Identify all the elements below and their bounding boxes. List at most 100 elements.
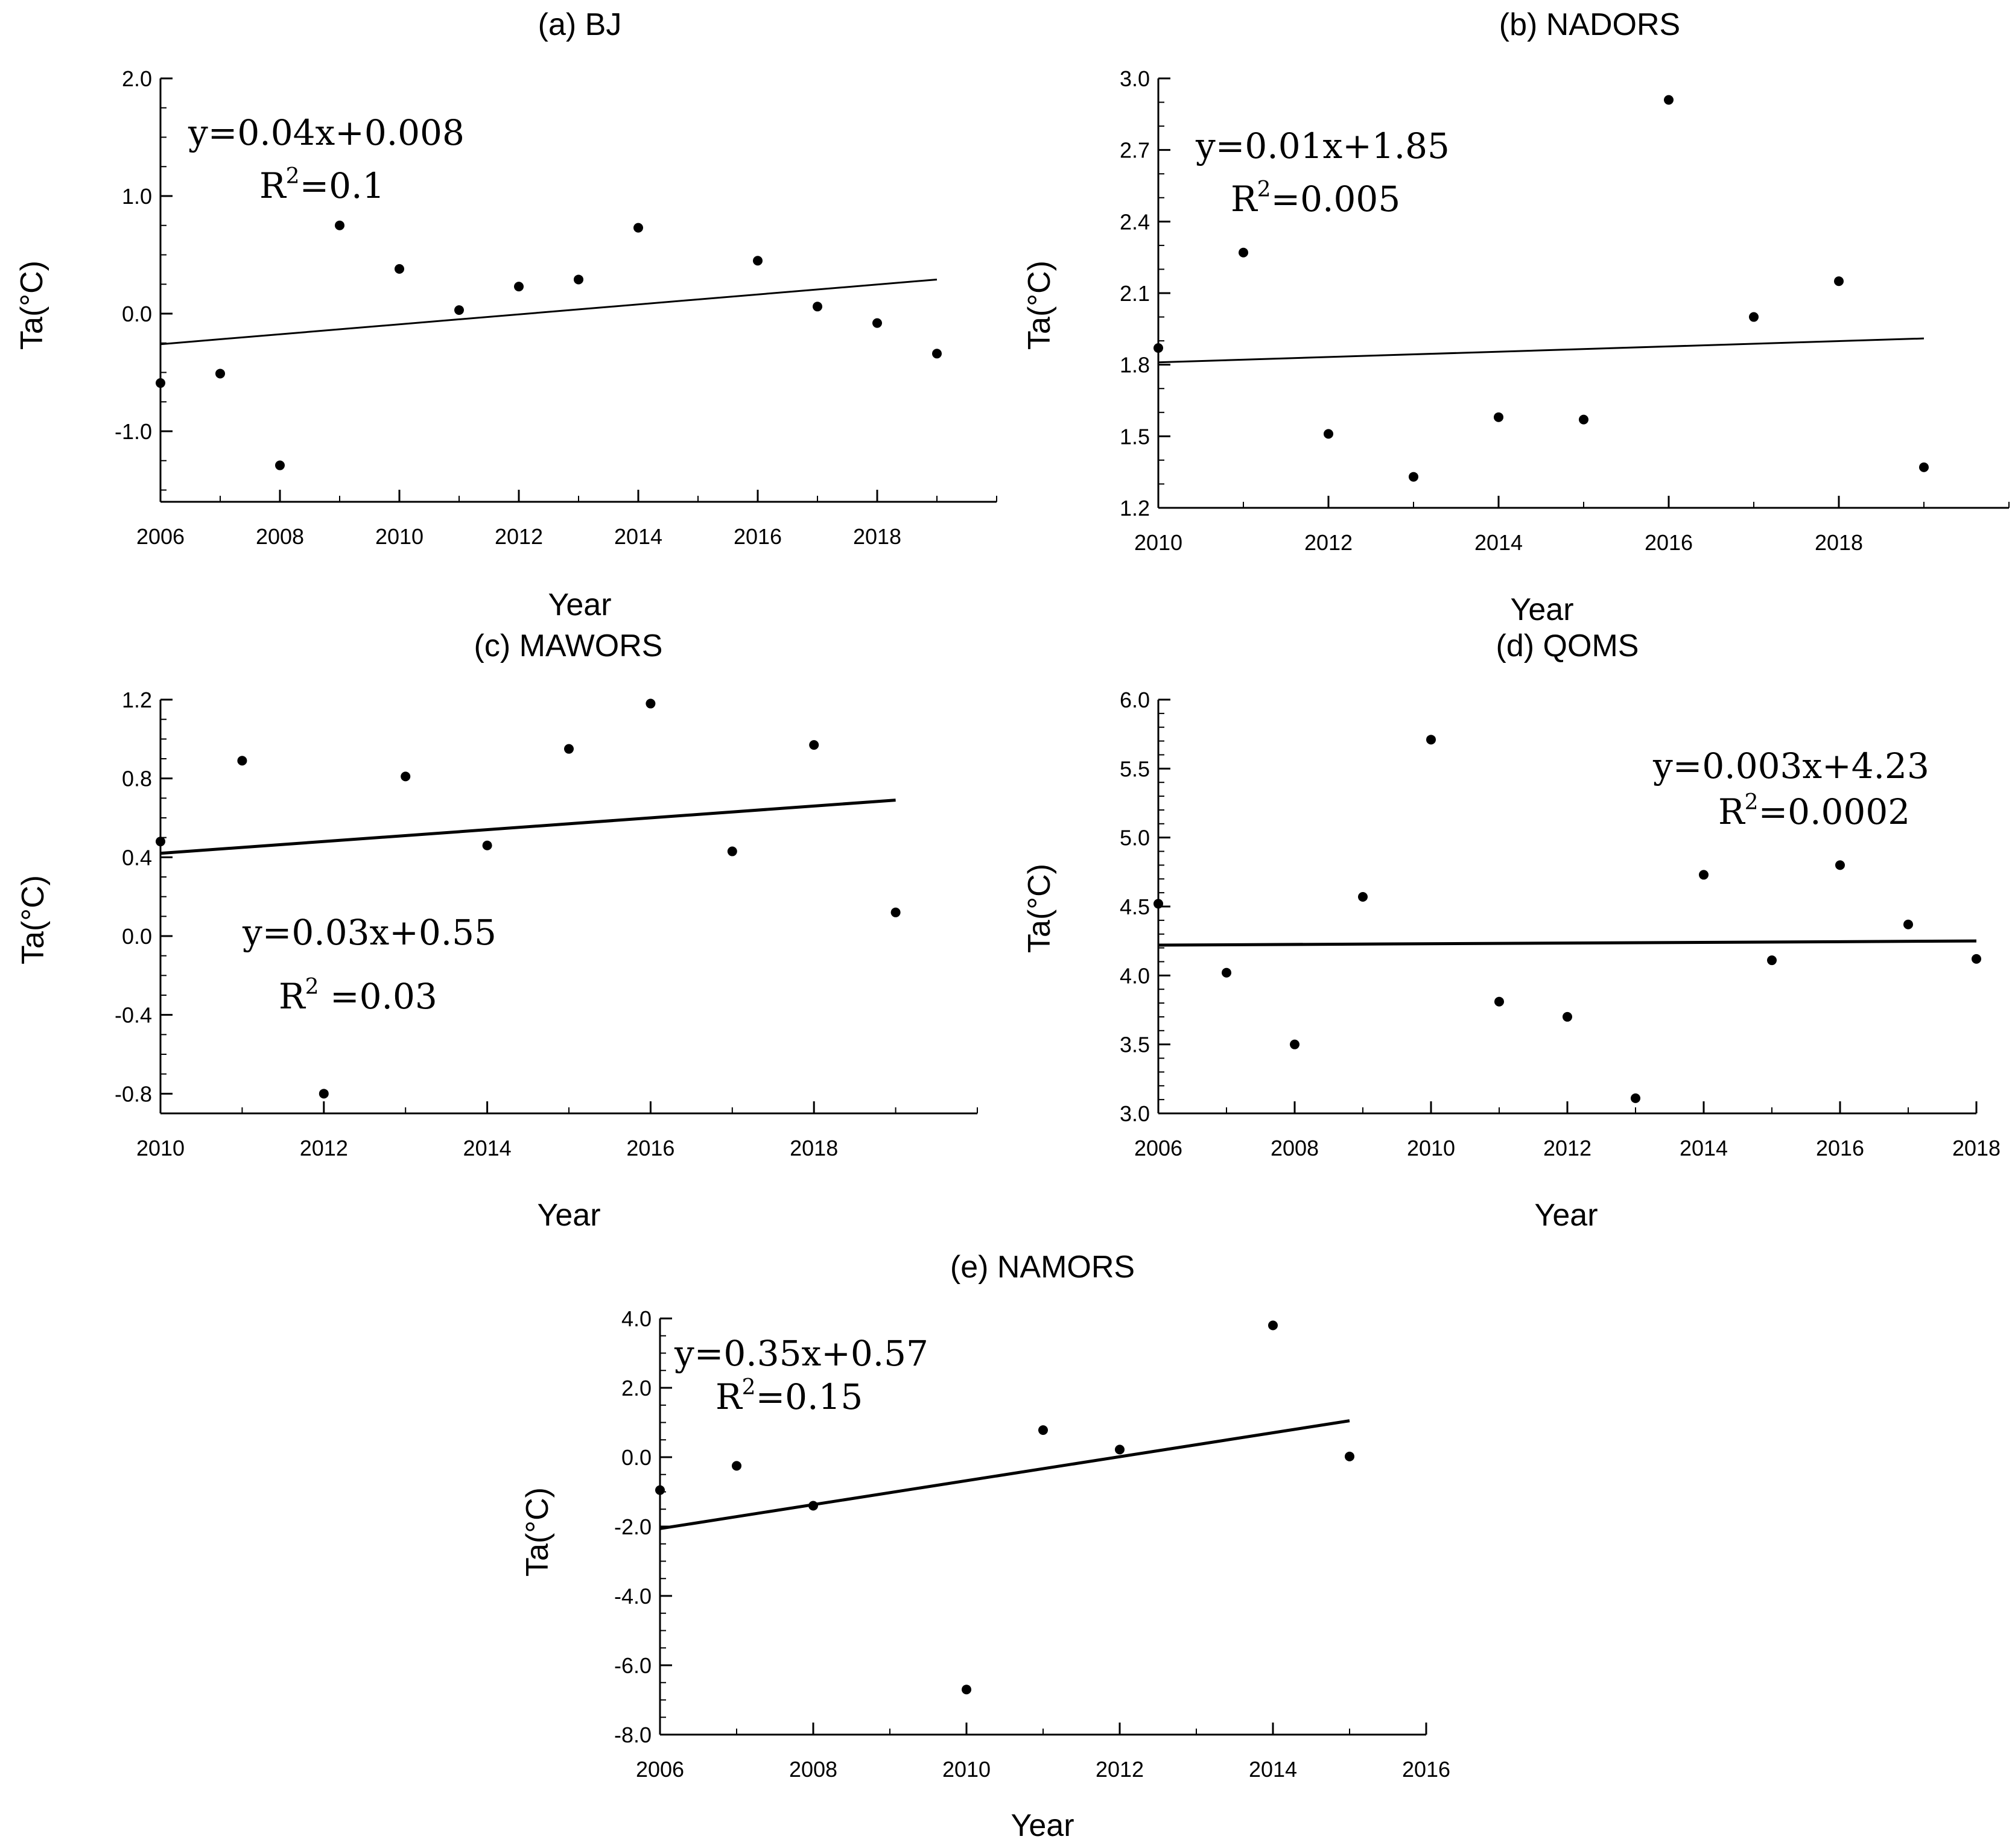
r-squared-label: R2=0.0002	[1718, 790, 1910, 832]
y-tick-label: 3.5	[1120, 1033, 1150, 1057]
panel-title: (b) NADORS	[1499, 7, 1680, 42]
data-point	[1494, 996, 1504, 1007]
data-point	[1903, 919, 1913, 929]
x-axis-label: Year	[1011, 1808, 1074, 1843]
y-tick-labels: -0.8 -0.4 0.0 0.4 0.8 1.2	[115, 688, 152, 1106]
data-point	[1919, 462, 1929, 472]
y-tick-label: -4.0	[614, 1584, 652, 1609]
data-point	[1324, 429, 1333, 439]
regression-equation: y=0.03x+0.55	[242, 912, 497, 953]
y-tick-label: -0.4	[115, 1003, 152, 1028]
x-tick-label: 2006	[136, 524, 185, 549]
x-tick-label: 2008	[256, 524, 304, 549]
r-squared-label: R2=0.1	[259, 164, 384, 206]
x-tick-label: 2018	[853, 524, 901, 549]
y-tick-label: -1.0	[115, 419, 152, 444]
data-point	[962, 1685, 971, 1695]
y-tick-label: 4.5	[1120, 894, 1150, 919]
data-point	[1972, 954, 1981, 964]
axes	[1157, 77, 2010, 509]
y-axis-label: Ta(°C)	[1022, 261, 1057, 350]
x-tick-label: 2014	[1680, 1136, 1728, 1160]
data-points	[655, 1320, 1354, 1695]
x-tick-label: 2010	[942, 1757, 991, 1782]
data-points	[1153, 735, 1981, 1103]
data-point	[727, 846, 737, 856]
y-tick-label: 0.0	[621, 1445, 652, 1470]
y-axis-label: Ta(°C)	[14, 261, 49, 350]
x-tick-label: 2016	[1402, 1757, 1450, 1782]
x-tick-label: 2012	[1096, 1757, 1144, 1782]
panel-title: (a) BJ	[538, 7, 622, 42]
x-tick-label: 2012	[1543, 1136, 1591, 1160]
x-axis-label: Year	[1510, 592, 1573, 627]
data-point	[1358, 891, 1368, 902]
panel-c-mawors: (c) MAWORS -0.8 -0.4 0.0 0.4 0.8 1.2 2010 2012…	[16, 628, 978, 1233]
y-tick-label: 1.0	[122, 184, 152, 209]
x-tick-label: 2006	[636, 1757, 684, 1782]
data-point	[1239, 247, 1248, 258]
trend-line	[659, 1419, 1350, 1530]
data-point	[215, 369, 225, 379]
x-axis-label: Year	[548, 587, 611, 622]
y-tick-label: -6.0	[614, 1653, 652, 1678]
x-tick-label: 2016	[1816, 1136, 1864, 1160]
data-point	[633, 223, 643, 233]
x-tick-label: 2010	[1134, 530, 1182, 555]
y-tick-label: 0.0	[122, 302, 152, 326]
y-tick-label: 0.0	[122, 924, 152, 949]
y-tick-label: 1.8	[1120, 353, 1150, 378]
y-axis-label: Ta(°C)	[520, 1487, 555, 1577]
r-squared-label: R2 =0.03	[279, 975, 437, 1017]
data-point	[1409, 472, 1418, 482]
x-tick-label: 2014	[614, 524, 662, 549]
y-tick-label: 0.4	[122, 845, 152, 870]
trend-line	[160, 799, 896, 855]
data-point	[1115, 1445, 1125, 1455]
y-tick-label: 2.0	[621, 1376, 652, 1400]
data-point	[1290, 1039, 1299, 1049]
data-point	[482, 840, 492, 850]
x-tick-labels: 2006 2008 2010 2012 2014 2016 2018	[1134, 1136, 2001, 1160]
data-point	[890, 907, 901, 917]
axes	[159, 698, 978, 1115]
x-tick-label: 2008	[789, 1757, 837, 1782]
data-point	[872, 318, 882, 328]
data-point	[1749, 312, 1759, 322]
data-point	[809, 740, 819, 750]
y-tick-label: 4.0	[1120, 963, 1150, 988]
data-point	[813, 302, 822, 312]
x-tick-labels: 2006 2008 2010 2012 2014 2016	[636, 1757, 1450, 1782]
x-tick-label: 2018	[1815, 530, 1863, 555]
data-point	[395, 264, 404, 274]
y-tick-label: 1.5	[1120, 424, 1150, 449]
data-point	[1153, 899, 1163, 909]
panel-b-nadors: (b) NADORS 1.21.51.82.12.42.73.0 2010 201…	[1022, 7, 2010, 627]
y-tick-label: 2.0	[122, 66, 152, 91]
panel-title: (e) NAMORS	[950, 1250, 1135, 1285]
x-tick-label: 2008	[1271, 1136, 1319, 1160]
data-point	[732, 1461, 741, 1471]
data-point	[1664, 95, 1674, 105]
regression-equation: y=0.04x+0.008	[188, 112, 465, 153]
x-tick-labels: 2010 2012 2014 2016 2018	[136, 1136, 838, 1160]
x-tick-label: 2012	[1304, 530, 1353, 555]
y-tick-label: 1.2	[1120, 496, 1150, 521]
y-tick-labels: 1.2 1.5 1.8 2.1 2.4 2.7 3.0	[1120, 66, 1150, 521]
data-point	[646, 698, 656, 709]
panel-e-namors: (e) NAMORS -8.0 -6.0 -4.0 -2.0 0.0 2.0 4.0 200…	[520, 1250, 1450, 1843]
x-tick-label: 2018	[1952, 1136, 2001, 1160]
x-axis-label: Year	[1534, 1198, 1598, 1233]
y-tick-label: 6.0	[1120, 688, 1150, 712]
y-tick-label: 5.5	[1120, 756, 1150, 781]
x-tick-label: 2016	[734, 524, 782, 549]
y-tick-label: 4.0	[621, 1306, 652, 1331]
data-point	[574, 274, 583, 285]
data-point	[655, 1485, 665, 1495]
x-tick-label: 2016	[1645, 530, 1693, 555]
data-point	[319, 1089, 329, 1099]
regression-equation: y=0.35x+0.57	[674, 1333, 928, 1374]
data-point	[1038, 1425, 1048, 1435]
y-tick-label: 3.0	[1120, 66, 1150, 91]
